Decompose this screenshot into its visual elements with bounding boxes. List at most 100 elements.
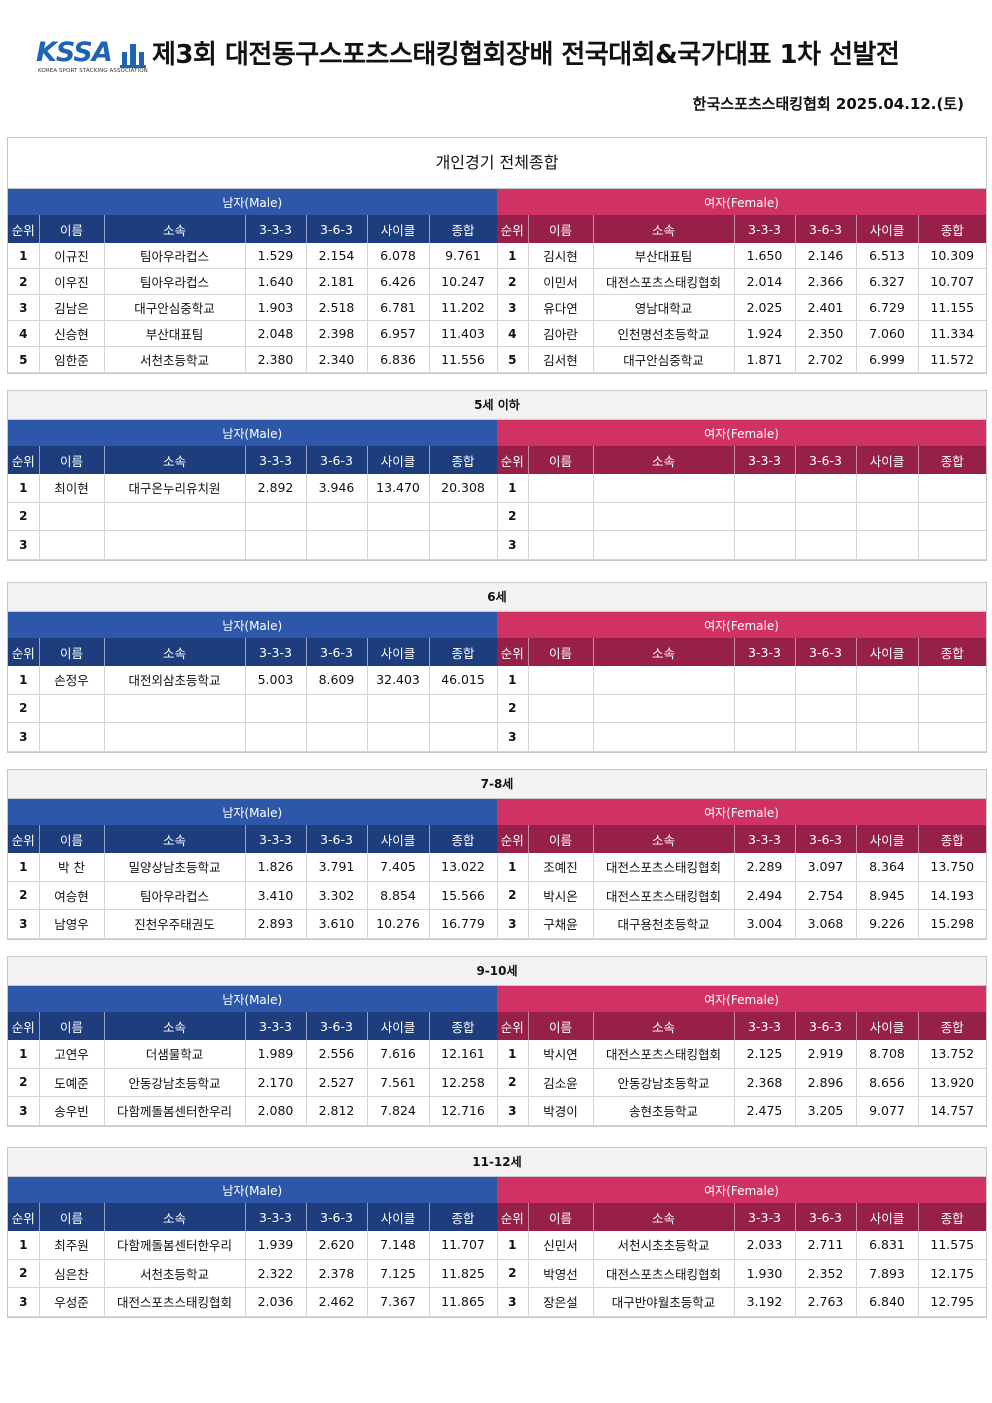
cell-time-cycle: 6.327 bbox=[856, 268, 919, 295]
cell-time-363 bbox=[306, 530, 368, 560]
cell-rank: 2 bbox=[8, 268, 40, 295]
table-row: 1 최주원 다함께돌봄센터한우리 1.939 2.620 7.148 11.707 bbox=[8, 1231, 498, 1260]
cell-total: 13.920 bbox=[918, 1068, 987, 1097]
cell-affiliation bbox=[593, 502, 735, 531]
column-header-rank: 순위 bbox=[8, 1012, 40, 1040]
female-results: 여자(Female) 순위 이름 소속 3-3-3 3-6-3 사이클 종합 1 2 3 bbox=[497, 420, 987, 560]
column-header-total: 종합 bbox=[918, 1012, 987, 1040]
column-header-time-333: 3-3-3 bbox=[734, 446, 796, 474]
cell-affiliation: 안동강남초등학교 bbox=[104, 1068, 246, 1097]
column-header-total: 종합 bbox=[918, 1203, 987, 1231]
table-row: 2 이우진 팀아우라컵스 1.640 2.181 6.426 10.247 bbox=[8, 268, 498, 295]
results-section: 5세 이하 남자(Male) 순위 이름 소속 3-3-3 3-6-3 사이클 종합 1 최이현 대구… bbox=[7, 390, 987, 561]
cell-total: 12.795 bbox=[918, 1287, 987, 1317]
cell-rank: 2 bbox=[8, 694, 40, 723]
cell-rank: 2 bbox=[8, 1068, 40, 1097]
cell-name bbox=[528, 474, 594, 503]
cell-time-333: 3.410 bbox=[245, 881, 307, 910]
cell-total: 15.566 bbox=[429, 881, 498, 910]
cell-total: 11.865 bbox=[429, 1287, 498, 1317]
section-tables: 남자(Male) 순위 이름 소속 3-3-3 3-6-3 사이클 종합 1 최이현 대구온누리유치… bbox=[8, 420, 987, 560]
table-row: 5 임한준 서천초등학교 2.380 2.340 6.836 11.556 bbox=[8, 346, 498, 373]
cell-time-363: 2.518 bbox=[306, 294, 368, 321]
column-header-time-333: 3-3-3 bbox=[245, 446, 307, 474]
column-header-name: 이름 bbox=[528, 446, 594, 474]
cell-time-333: 2.893 bbox=[245, 909, 307, 939]
cell-time-333: 3.192 bbox=[734, 1287, 796, 1317]
cell-affiliation: 대전스포츠스태킹협회 bbox=[104, 1287, 246, 1317]
cell-time-333: 2.494 bbox=[734, 881, 796, 910]
table-row: 1 bbox=[497, 474, 987, 503]
cell-rank: 1 bbox=[8, 474, 40, 503]
cell-time-cycle: 7.616 bbox=[367, 1040, 430, 1069]
table-row: 2 심은찬 서천초등학교 2.322 2.378 7.125 11.825 bbox=[8, 1259, 498, 1288]
cell-time-363 bbox=[795, 474, 857, 503]
cell-affiliation bbox=[104, 530, 246, 560]
cell-time-cycle: 10.276 bbox=[367, 909, 430, 939]
male-results: 남자(Male) 순위 이름 소속 3-3-3 3-6-3 사이클 종합 1 이규진 팀아우라컵스 1… bbox=[8, 189, 498, 373]
cell-time-cycle bbox=[367, 530, 430, 560]
column-header-affiliation: 소속 bbox=[593, 825, 735, 853]
male-header-row: 남자(Male) bbox=[8, 986, 497, 1012]
cell-rank: 2 bbox=[8, 502, 40, 531]
cell-time-cycle: 6.836 bbox=[367, 346, 430, 373]
cell-time-333 bbox=[245, 530, 307, 560]
column-header-rank: 순위 bbox=[497, 446, 529, 474]
cell-rank: 1 bbox=[497, 474, 529, 503]
cell-time-333 bbox=[734, 694, 796, 723]
table-row: 3 김남은 대구안심중학교 1.903 2.518 6.781 11.202 bbox=[8, 294, 498, 321]
cell-time-333 bbox=[734, 722, 796, 752]
table-row: 3 bbox=[8, 722, 498, 752]
cell-rank: 3 bbox=[8, 294, 40, 321]
cell-time-cycle: 6.729 bbox=[856, 294, 919, 321]
cell-name: 이민서 bbox=[528, 268, 594, 295]
cell-time-cycle: 8.364 bbox=[856, 853, 919, 882]
logo-subtitle: KOREA SPORT STACKING ASSOCIATION bbox=[38, 68, 148, 74]
cell-rank: 3 bbox=[497, 530, 529, 560]
cell-rank: 2 bbox=[497, 881, 529, 910]
cell-affiliation: 부산대표팀 bbox=[104, 320, 246, 347]
column-header-rank: 순위 bbox=[8, 215, 40, 243]
male-results: 남자(Male) 순위 이름 소속 3-3-3 3-6-3 사이클 종합 1 최이현 대구온누리유치… bbox=[8, 420, 498, 560]
cell-rank: 2 bbox=[497, 1068, 529, 1097]
cell-name: 장은설 bbox=[528, 1287, 594, 1317]
kssa-logo: KSSA KOREA SPORT STACKING ASSOCIATION bbox=[36, 38, 148, 80]
cell-total bbox=[429, 722, 498, 752]
cell-total: 11.825 bbox=[429, 1259, 498, 1288]
cell-time-333: 1.930 bbox=[734, 1259, 796, 1288]
cell-time-363: 2.401 bbox=[795, 294, 857, 321]
column-header-time-cycle: 사이클 bbox=[367, 215, 430, 243]
column-header-rank: 순위 bbox=[497, 1012, 529, 1040]
cell-rank: 4 bbox=[497, 320, 529, 347]
cell-time-cycle bbox=[856, 694, 919, 723]
column-header-rank: 순위 bbox=[497, 1203, 529, 1231]
column-header-time-cycle: 사이클 bbox=[856, 1203, 919, 1231]
cell-name: 김남은 bbox=[39, 294, 105, 321]
cell-time-363: 3.205 bbox=[795, 1096, 857, 1126]
cell-time-363: 2.896 bbox=[795, 1068, 857, 1097]
table-row: 3 유다연 영남대학교 2.025 2.401 6.729 11.155 bbox=[497, 294, 987, 321]
cell-time-333: 1.871 bbox=[734, 346, 796, 373]
table-row: 2 박시온 대전스포츠스태킹협회 2.494 2.754 8.945 14.193 bbox=[497, 881, 987, 910]
cell-affiliation: 다함께돌봄센터한우리 bbox=[104, 1096, 246, 1126]
table-row: 4 김아란 인천명선초등학교 1.924 2.350 7.060 11.334 bbox=[497, 320, 987, 347]
cell-name: 최주원 bbox=[39, 1231, 105, 1260]
cell-rank: 3 bbox=[497, 909, 529, 939]
cell-affiliation bbox=[104, 722, 246, 752]
cell-time-333: 1.939 bbox=[245, 1231, 307, 1260]
section-tables: 남자(Male) 순위 이름 소속 3-3-3 3-6-3 사이클 종합 1 최주원 다함께돌봄센터… bbox=[8, 1177, 987, 1317]
table-row: 1 조예진 대전스포츠스태킹협회 2.289 3.097 8.364 13.750 bbox=[497, 853, 987, 882]
cell-total: 11.202 bbox=[429, 294, 498, 321]
table-row: 2 bbox=[8, 502, 498, 531]
cell-time-333 bbox=[734, 502, 796, 531]
column-header-row: 순위 이름 소속 3-3-3 3-6-3 사이클 종합 bbox=[497, 1203, 987, 1231]
female-header: 여자(Female) bbox=[497, 420, 987, 446]
table-row: 2 여승현 팀아우라컵스 3.410 3.302 8.854 15.566 bbox=[8, 881, 498, 910]
cell-name bbox=[39, 694, 105, 723]
table-row: 1 김시현 부산대표팀 1.650 2.146 6.513 10.309 bbox=[497, 243, 987, 269]
cell-time-cycle: 6.426 bbox=[367, 268, 430, 295]
cell-affiliation bbox=[593, 474, 735, 503]
cell-total: 10.309 bbox=[918, 243, 987, 269]
cell-affiliation: 서천초등학교 bbox=[104, 346, 246, 373]
